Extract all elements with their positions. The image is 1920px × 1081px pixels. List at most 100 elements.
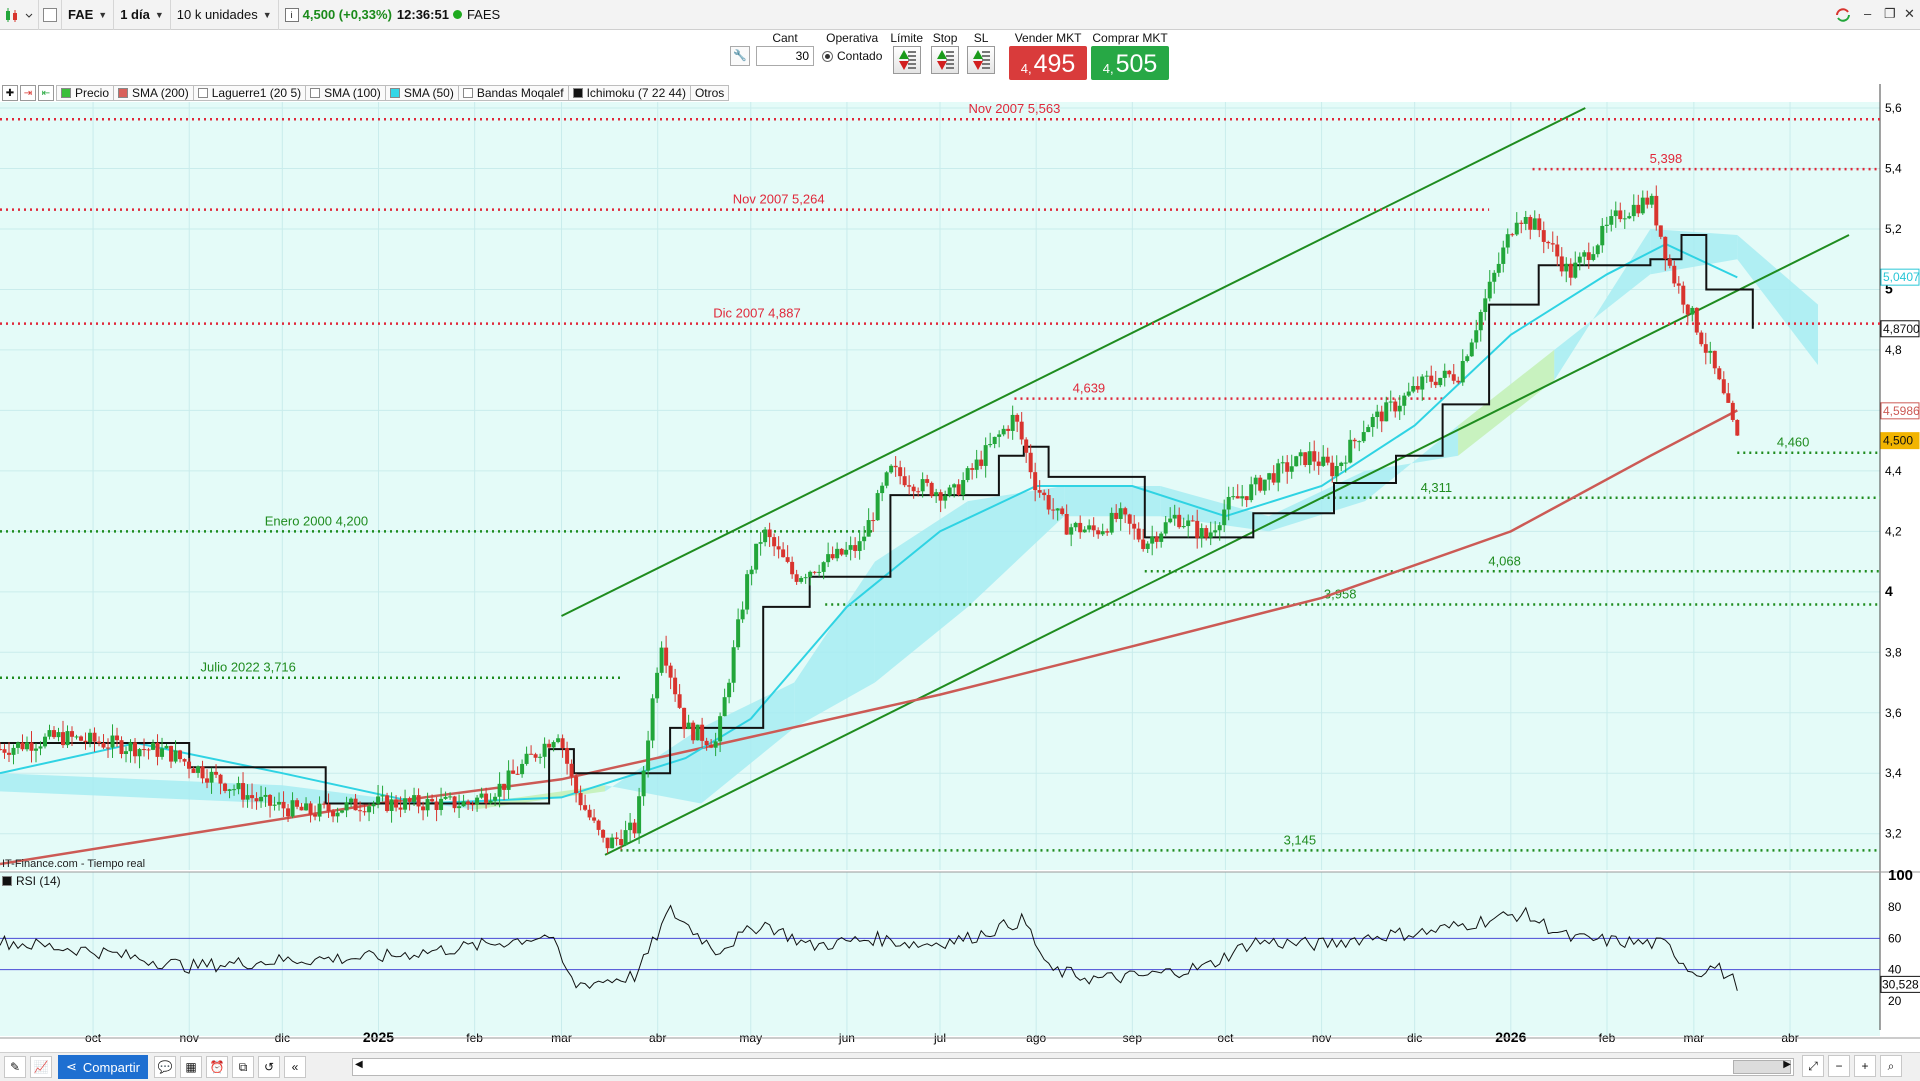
minimize-icon[interactable]: – xyxy=(1864,6,1872,21)
zoom-out-icon[interactable]: − xyxy=(1828,1055,1850,1077)
candle-body xyxy=(547,743,552,748)
buy-group: Comprar MKT 4, 505 xyxy=(1091,30,1170,80)
legend-item-others[interactable]: Otros xyxy=(690,85,730,101)
zoom-in-icon[interactable]: + xyxy=(1854,1055,1876,1077)
chart-type-icon[interactable] xyxy=(0,0,39,30)
ichimoku-cloud-segment xyxy=(605,727,702,804)
price-tick-label: 5 xyxy=(1885,280,1893,296)
time-scrollbar[interactable]: ◀ ▶ xyxy=(352,1058,1794,1076)
channel-lower-line xyxy=(604,234,1850,856)
candle-body xyxy=(1654,195,1659,226)
price-tick-label: 4,4 xyxy=(1885,464,1902,478)
interval-selector[interactable]: 1 día ▼ xyxy=(114,0,171,30)
rewind-icon[interactable]: « xyxy=(283,1056,306,1078)
share-label: Compartir xyxy=(82,1059,140,1075)
candle-body xyxy=(407,798,412,802)
candle-body xyxy=(61,732,66,746)
legend-swatch xyxy=(389,88,400,98)
quantity-input[interactable] xyxy=(756,46,814,66)
chart-style-icon[interactable]: 📈 xyxy=(30,1056,52,1078)
legend-swatch xyxy=(310,88,321,98)
contado-radio[interactable]: Contado xyxy=(822,46,882,66)
candle-body xyxy=(965,468,970,481)
close-icon[interactable]: ✕ xyxy=(1904,6,1915,21)
limit-order-button[interactable] xyxy=(892,46,921,74)
quote-time: 12:36:51 xyxy=(396,7,449,22)
legend-item-laguerre[interactable]: Laguerre1 (20 5) xyxy=(193,85,307,101)
level-label: 4,068 xyxy=(1488,553,1521,568)
candle-body xyxy=(1393,401,1398,412)
add-tab-icon[interactable] xyxy=(39,0,62,30)
candle-body xyxy=(533,754,538,758)
candle-body xyxy=(1226,496,1231,510)
legend-item-sma100[interactable]: SMA (100) xyxy=(306,85,386,101)
legend-item-price[interactable]: Precio xyxy=(56,85,115,101)
candle-body xyxy=(101,743,106,748)
candle-body xyxy=(466,801,471,805)
scroll-thumb[interactable] xyxy=(1733,1060,1791,1074)
wrench-icon[interactable]: 🔧 xyxy=(730,46,750,66)
restore-icon[interactable]: ❐ xyxy=(1884,6,1896,21)
template-icon[interactable]: ▦ xyxy=(179,1056,202,1078)
candle-body xyxy=(133,742,138,757)
legend-item-ichimoku[interactable]: Ichimoku (7 22 44) xyxy=(568,85,691,101)
candle-body xyxy=(1528,216,1533,230)
candle-body xyxy=(736,619,741,648)
candle-body xyxy=(718,716,723,742)
candle-body xyxy=(713,741,718,748)
crosshair-icon[interactable]: ✚ xyxy=(2,85,18,101)
candle-body xyxy=(1735,419,1740,436)
candle-body xyxy=(1109,512,1114,533)
candle-body xyxy=(0,749,2,751)
scroll-left-icon[interactable]: ◀ xyxy=(355,1059,363,1070)
share-button[interactable]: ⋖ Compartir xyxy=(58,1055,148,1079)
comment-icon[interactable]: 💬 xyxy=(153,1056,176,1078)
candle-body xyxy=(1375,411,1380,418)
history-icon[interactable]: ↺ xyxy=(257,1056,280,1078)
legend-item-sma200[interactable]: SMA (200) xyxy=(114,85,194,101)
quote-change: 4,500 (+0,33%) xyxy=(302,7,392,22)
add-indicator-icon[interactable]: ⇤ xyxy=(38,85,54,101)
stop-order-button[interactable] xyxy=(931,46,960,74)
sma200-line xyxy=(0,409,1738,866)
zoom-fit-icon[interactable]: ⤢ xyxy=(1802,1055,1824,1077)
candle-body xyxy=(254,798,259,802)
candle-body xyxy=(124,751,129,754)
candle-body xyxy=(1613,210,1618,217)
candle-body xyxy=(992,436,997,445)
candle-body xyxy=(110,735,115,748)
rsi-legend[interactable]: RSI (14) xyxy=(2,874,61,888)
scroll-right-icon[interactable]: ▶ xyxy=(1783,1059,1791,1070)
candle-body xyxy=(119,740,124,754)
sl-order-button[interactable] xyxy=(967,46,996,74)
candle-body xyxy=(1343,462,1348,464)
candle-body xyxy=(1168,518,1173,523)
zoom-reset-icon[interactable]: ⌕ xyxy=(1880,1055,1902,1077)
legend-item-moqalef[interactable]: Bandas Moqalef xyxy=(458,85,569,101)
buy-market-button[interactable]: 4, 505 xyxy=(1091,46,1170,80)
sell-market-button[interactable]: 4, 495 xyxy=(1009,46,1088,80)
symbol-selector[interactable]: FAE ▼ xyxy=(62,0,115,30)
remove-indicator-icon[interactable]: ⇥ xyxy=(20,85,36,101)
legend-item-sma50[interactable]: SMA (50) xyxy=(385,85,459,101)
level-label: 3,958 xyxy=(1324,587,1357,602)
candle-body xyxy=(700,724,705,741)
candle-body xyxy=(763,529,768,543)
alert-icon[interactable]: ⏰ xyxy=(205,1056,228,1078)
info-icon[interactable]: i xyxy=(284,7,299,22)
candle-body xyxy=(839,548,844,555)
lot-selector[interactable]: 10 k unidades ▼ xyxy=(171,0,279,30)
candle-body xyxy=(956,484,961,495)
realtime-status-icon xyxy=(452,10,462,19)
candle-body xyxy=(1586,252,1591,260)
candle-body xyxy=(1541,230,1546,242)
drawing-tools-icon[interactable]: ✎ xyxy=(4,1056,26,1078)
refresh-icon[interactable] xyxy=(1834,6,1852,27)
candle-body xyxy=(70,731,75,737)
candle-body xyxy=(916,491,921,493)
price-chart[interactable]: oct nov dic 2025 feb mar abr may jun jul ago sep oct… xyxy=(0,84,1920,1052)
candle-body xyxy=(2,749,7,753)
candle-body xyxy=(227,789,232,791)
candle-body xyxy=(709,745,714,748)
compare-icon[interactable]: ⧉ xyxy=(231,1056,254,1078)
